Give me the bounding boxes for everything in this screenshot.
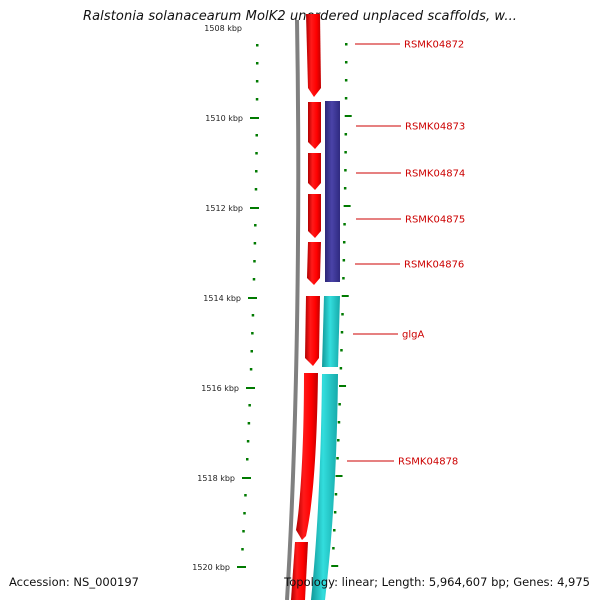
ruler-minor-tick (249, 368, 253, 371)
strand-dot (336, 457, 339, 460)
ruler-minor-tick (246, 440, 250, 443)
ruler-minor-tick (247, 422, 251, 425)
ruler-minor-tick (255, 80, 259, 83)
ruler-minor-tick (242, 530, 245, 533)
genome-stats-text: Topology: linear; Length: 5,964,607 bp; … (284, 575, 590, 589)
gene-track (291, 14, 321, 600)
strand-dot (333, 511, 337, 514)
ruler-minor-tick (251, 332, 254, 335)
strand-dot (344, 133, 348, 136)
strand-dot (337, 439, 340, 442)
gene-label[interactable]: RSMK04873 (405, 122, 465, 133)
strand-dots (331, 43, 352, 567)
gene-feature[interactable] (308, 194, 321, 238)
ruler-label: 1516 kbp (201, 384, 239, 393)
ruler-minor-tick (250, 350, 253, 353)
ruler-minor-tick (253, 242, 257, 245)
strand-dot (341, 313, 344, 316)
ruler-minor-tick (255, 98, 259, 101)
ruler-minor-tick (252, 278, 256, 281)
ruler-minor-tick (254, 224, 257, 227)
gene-label[interactable]: RSMK04872 (404, 40, 464, 51)
gene-label[interactable]: RSMK04876 (404, 260, 464, 271)
strand-dot (334, 493, 338, 496)
ruler-label: 1512 kbp (205, 204, 243, 213)
strand-dot (340, 331, 344, 334)
ruler-minor-tick (248, 404, 251, 407)
strand-dot (340, 349, 343, 352)
strand-dot (344, 169, 347, 172)
accession-text: Accession: NS_000197 (9, 575, 139, 589)
strand-dot (342, 259, 346, 262)
strand-dot (338, 403, 341, 406)
ruler-minor-tick (241, 548, 244, 551)
gene-feature[interactable] (306, 14, 321, 97)
cds-feature-cyan[interactable] (311, 374, 338, 600)
position-ruler: 1508 kbp 1510 kbp 1512 kbp 1514 kbp 1516 kbp… (192, 24, 259, 572)
gene-label[interactable]: RSMK04878 (398, 457, 458, 468)
ruler-minor-tick (243, 512, 246, 515)
strand-dot (342, 277, 345, 280)
cds-feature-purple[interactable] (325, 101, 340, 282)
ruler-label: 1510 kbp (205, 114, 243, 123)
strand-dot (344, 151, 347, 154)
strand-dot (333, 529, 336, 532)
strand-dot (332, 547, 335, 550)
ruler-label: 1520 kbp (192, 563, 230, 572)
strand-dot (342, 241, 346, 244)
ruler-label: 1514 kbp (203, 294, 241, 303)
gene-feature[interactable] (307, 242, 321, 285)
strand-dot (343, 223, 346, 226)
gene-feature[interactable] (296, 373, 318, 540)
gene-feature[interactable] (308, 102, 321, 149)
strand-dot (344, 97, 348, 100)
gene-label[interactable]: glgA (402, 330, 424, 341)
ruler-minor-tick (254, 188, 258, 191)
ruler-minor-tick (255, 62, 259, 65)
cds-track (311, 101, 340, 600)
ruler-label: 1518 kbp (197, 474, 235, 483)
gene-feature[interactable] (291, 542, 308, 600)
ruler-label-faded: 1508 kbp (204, 24, 242, 33)
ruler-minor-tick (255, 134, 258, 137)
ruler-minor-tick (255, 44, 259, 47)
ruler-minor-tick (246, 458, 249, 461)
strand-dot (343, 187, 347, 190)
ruler-minor-tick (253, 260, 256, 263)
genome-backbone (285, 19, 301, 600)
ruler-minor-tick (255, 170, 258, 173)
cds-feature-cyan[interactable] (322, 296, 340, 367)
gene-feature[interactable] (308, 153, 321, 190)
ruler-minor-tick (244, 494, 247, 497)
strand-dot (339, 367, 343, 370)
gene-label[interactable]: RSMK04874 (405, 169, 465, 180)
strand-dot (337, 421, 341, 424)
gene-label[interactable]: RSMK04875 (405, 215, 465, 226)
strand-dot (344, 79, 348, 82)
ruler-minor-tick (251, 314, 255, 317)
gene-feature[interactable] (305, 296, 320, 366)
map-title: Ralstonia solanacearum MolK2 unordered u… (82, 9, 518, 24)
ruler-minor-tick (255, 152, 258, 155)
gene-labels: RSMK04872 RSMK04873 RSMK04874 RSMK04875 RSMK… (347, 40, 465, 468)
strand-dot (344, 61, 348, 64)
strand-dot (344, 43, 348, 46)
